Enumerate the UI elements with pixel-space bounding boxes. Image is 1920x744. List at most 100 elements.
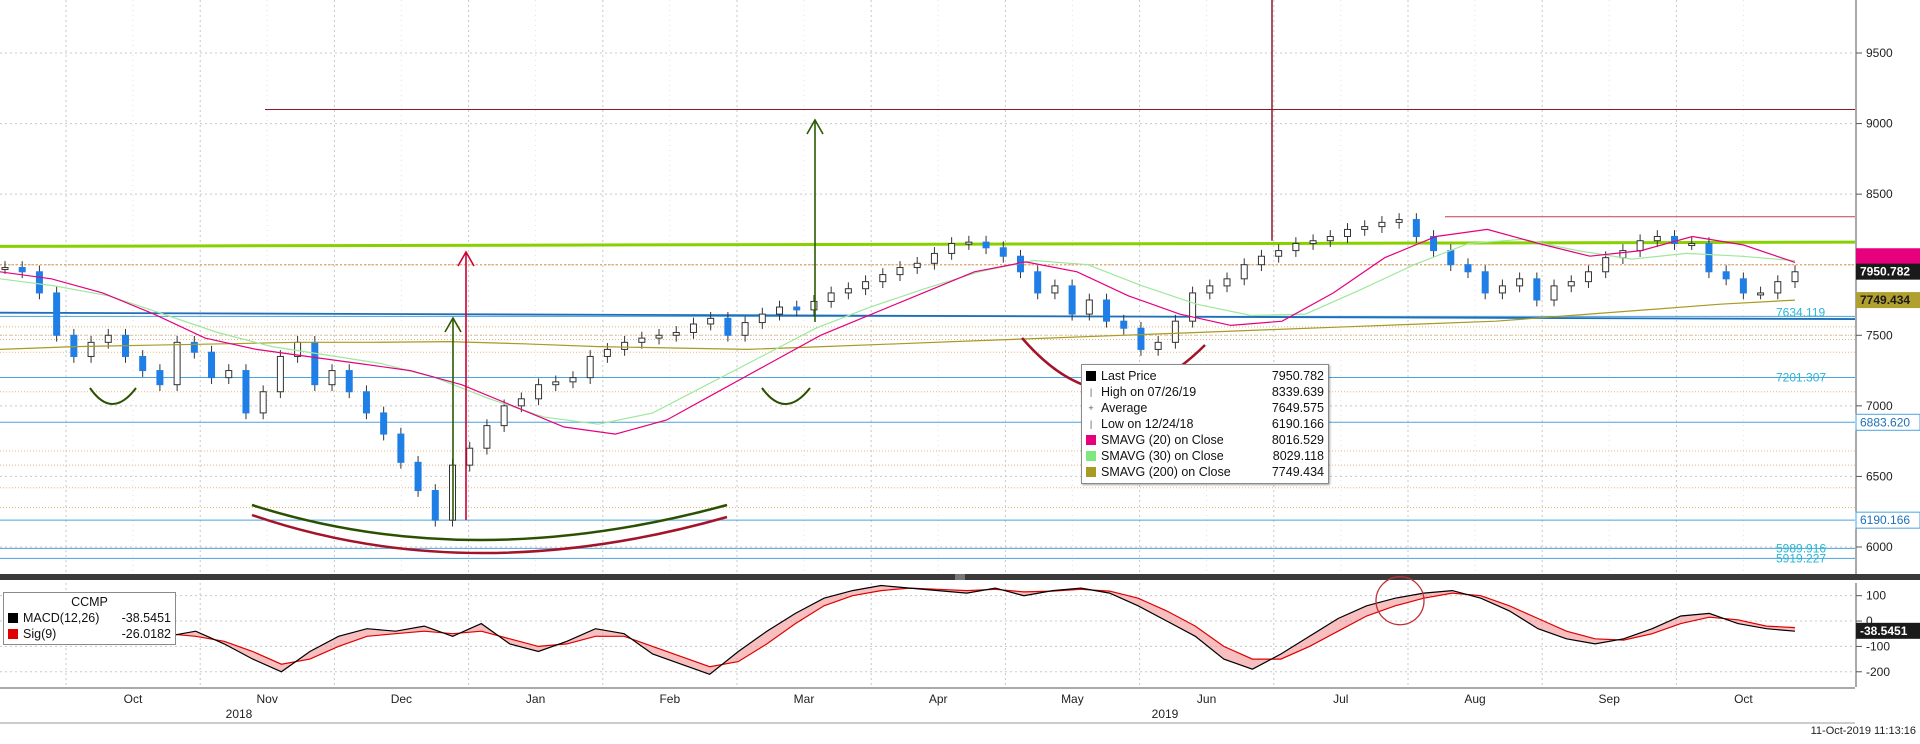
candle-body (863, 282, 869, 289)
legend-value: 7950.782 (1272, 368, 1324, 384)
candle-body (484, 426, 490, 449)
legend-swatch: | (1086, 387, 1096, 397)
y-axis-tick-label: 9000 (1866, 117, 1893, 131)
x-month-label: Oct (124, 692, 143, 706)
panel-separator-grip (955, 574, 965, 580)
x-month-label: May (1061, 692, 1084, 706)
macd-legend-swatch (8, 629, 18, 639)
y-axis-tick-label: 9500 (1866, 46, 1893, 60)
legend-value: 7749.434 (1272, 464, 1324, 480)
candle-body (1362, 227, 1368, 230)
macd-legend-item: Sig(9)-26.0182 (8, 626, 171, 642)
candle-body (1792, 272, 1798, 282)
candle-body (1568, 282, 1574, 286)
legend-swatch (1086, 451, 1096, 461)
candle-body (1534, 279, 1540, 300)
level-tag-label: 6883.620 (1860, 415, 1910, 429)
candle-body (1327, 236, 1333, 240)
legend-label: SMAVG (20) on Close (1101, 432, 1272, 448)
last-price-tag-label: 7950.782 (1860, 265, 1910, 279)
candle-body (536, 385, 542, 399)
legend-label: Low on 12/24/18 (1101, 416, 1272, 432)
candle-body (1413, 220, 1419, 237)
x-month-label: Aug (1464, 692, 1485, 706)
macd-y-tick-label: 100 (1866, 589, 1886, 603)
candle-body (777, 307, 783, 314)
macd-legend-swatch (8, 613, 18, 623)
legend-swatch: | (1086, 419, 1096, 429)
candle-body (19, 268, 25, 272)
candle-body (604, 349, 610, 356)
x-year-label: 2019 (1152, 707, 1179, 721)
candle-body (36, 272, 42, 293)
candle-body (501, 406, 507, 426)
x-month-label: Feb (659, 692, 680, 706)
candle-body (587, 356, 593, 377)
candle-body (622, 342, 628, 349)
candle-body (71, 335, 77, 356)
x-month-label: Mar (794, 692, 815, 706)
x-month-label: Sep (1599, 692, 1621, 706)
candle-body (845, 289, 851, 293)
x-month-label: Jan (526, 692, 545, 706)
legend-swatch (1086, 435, 1096, 445)
candle-body (725, 318, 731, 335)
legend-swatch (1086, 467, 1096, 477)
y-axis-tick-label: 6000 (1866, 540, 1893, 554)
candle-body (415, 462, 421, 490)
candle-body (656, 335, 662, 338)
legend-label: Average (1101, 400, 1272, 416)
candle-body (983, 242, 989, 248)
legend-value: 8016.529 (1272, 432, 1324, 448)
x-month-label: Dec (391, 692, 412, 706)
legend-label: High on 07/26/19 (1101, 384, 1272, 400)
candle-body (1775, 282, 1781, 293)
macd-legend-item: MACD(12,26)-38.5451 (8, 610, 171, 626)
candle-body (931, 253, 937, 263)
candle-body (828, 293, 834, 301)
macd-legend-value: -38.5451 (122, 610, 171, 626)
candle-body (1258, 256, 1264, 264)
candle-body (363, 392, 369, 413)
candle-body (1603, 258, 1609, 272)
candle-body (1310, 241, 1316, 244)
candle-body (949, 244, 955, 254)
candle-body (1499, 286, 1505, 293)
candle-body (157, 371, 163, 385)
candle-body (346, 371, 352, 392)
x-year-label: 2018 (226, 707, 253, 721)
legend-label: Last Price (1101, 368, 1272, 384)
macd-legend-label: MACD(12,26) (23, 610, 122, 626)
candle-body (226, 371, 232, 378)
x-month-label: Jul (1333, 692, 1348, 706)
candle-body (260, 392, 266, 413)
legend-value: 8029.118 (1273, 448, 1324, 464)
candle-body (708, 318, 714, 324)
candle-body (312, 342, 318, 384)
candle-body (1276, 251, 1282, 257)
macd-legend-value: -26.0182 (122, 626, 171, 642)
candle-body (209, 352, 215, 377)
candle-body (1465, 265, 1471, 272)
candle-body (1121, 321, 1127, 328)
candle-body (1379, 222, 1385, 226)
level-label: 7634.119 (1776, 305, 1825, 319)
candle-body (432, 491, 438, 521)
candle-body (1224, 279, 1230, 286)
candle-body (398, 434, 404, 462)
candle-body (1000, 248, 1006, 256)
candle-body (329, 371, 335, 385)
macd-y-tick-label: -100 (1866, 639, 1890, 653)
level-tag-label: 6190.166 (1860, 513, 1910, 527)
candle-body (174, 342, 180, 384)
candle-body (1086, 300, 1092, 314)
candle-body (140, 356, 146, 370)
sma200-tag-label: 7749.434 (1860, 293, 1910, 307)
